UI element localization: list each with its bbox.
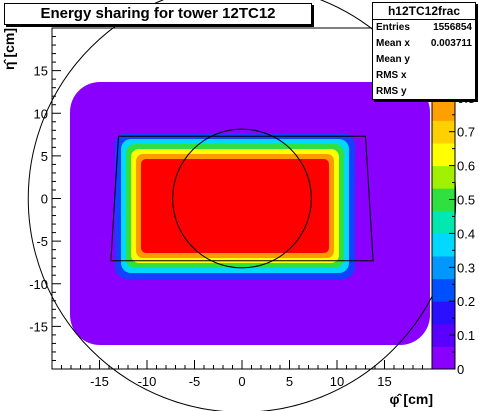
stats-box: h12TC12frac Entries 1556854 Mean x 0.003…	[372, 2, 476, 100]
palette-segment	[432, 210, 455, 234]
y-tick-label: -15	[29, 319, 48, 334]
y-tick-label: -10	[29, 277, 48, 292]
x-tick-label: -10	[138, 374, 157, 389]
palette-segment	[432, 278, 455, 302]
y-axis-label: η̂ [cm]	[1, 28, 17, 70]
chart-title: Energy sharing for tower 12TC12	[4, 3, 312, 25]
y-tick-label: 15	[34, 64, 48, 79]
z-tick-label: 0.6	[457, 159, 475, 174]
band-red	[141, 159, 329, 253]
stats-row-entries: Entries 1556854	[373, 20, 475, 36]
stats-label: Entries	[376, 22, 410, 33]
palette-segment	[432, 143, 455, 167]
y-tick-label: 10	[34, 106, 48, 121]
stats-row-rms-x: RMS x	[373, 68, 475, 84]
stats-label: RMS y	[376, 86, 407, 97]
palette-segment	[432, 120, 455, 144]
x-tick-label: 10	[330, 374, 344, 389]
palette-segment	[432, 323, 455, 347]
stats-value: 1556854	[433, 22, 472, 33]
x-tick-label: 5	[286, 374, 293, 389]
x-tick-label: -15	[90, 374, 109, 389]
stats-row-mean-y: Mean y	[373, 52, 475, 68]
y-tick-label: -5	[36, 234, 48, 249]
stats-label: Mean y	[376, 54, 410, 65]
palette-segment	[432, 301, 455, 325]
stats-row-rms-y: RMS y	[373, 84, 475, 100]
z-tick-label: 0.5	[457, 193, 475, 208]
stats-label: Mean x	[376, 38, 410, 49]
x-axis-label: φ̂ [cm]	[390, 391, 433, 407]
stats-row-mean-x: Mean x 0.003711	[373, 36, 475, 52]
z-tick-label: 0.7	[457, 125, 475, 140]
palette-segment	[432, 346, 455, 370]
palette-segment	[432, 165, 455, 189]
palette-segment	[432, 256, 455, 280]
y-tick-label: 5	[41, 149, 48, 164]
palette-segment	[432, 97, 455, 121]
z-tick-label: 0.4	[457, 226, 475, 241]
y-tick-label: 0	[41, 192, 48, 207]
z-tick-label: 0.3	[457, 260, 475, 275]
z-tick-label: 0.1	[457, 328, 475, 343]
stats-label: RMS x	[376, 70, 407, 81]
stats-name: h12TC12frac	[373, 3, 475, 20]
tower-outline	[110, 135, 374, 262]
z-tick-label: 0	[457, 362, 464, 377]
palette-segment	[432, 233, 455, 257]
x-tick-label: 15	[377, 374, 391, 389]
z-tick-label: 0.2	[457, 294, 475, 309]
outer-circle	[27, 0, 457, 411]
inner-circle	[172, 128, 312, 269]
stats-value: 0.003711	[430, 38, 472, 49]
x-tick-label: 0	[238, 374, 245, 389]
palette-segment	[432, 188, 455, 212]
x-tick-label: -5	[189, 374, 201, 389]
